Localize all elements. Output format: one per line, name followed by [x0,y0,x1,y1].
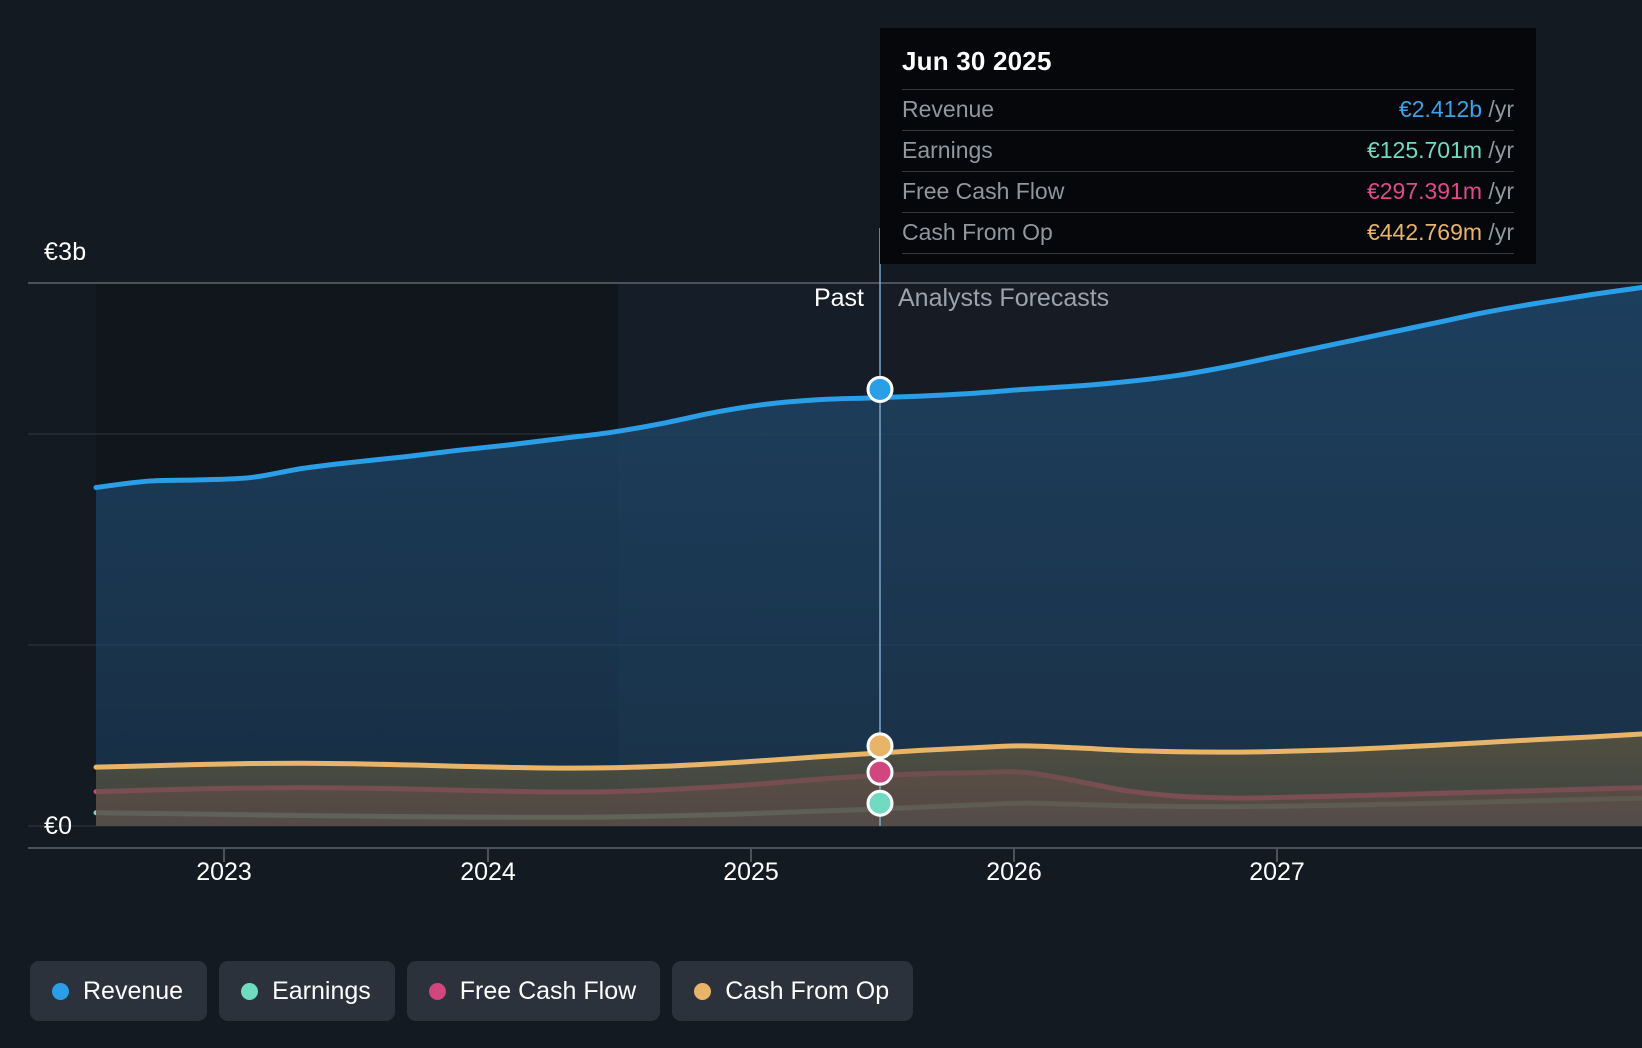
tooltip-metric-label: Cash From Op [902,219,1053,245]
tooltip-row: Earnings €125.701m /yr [902,130,1514,171]
legend-color-dot-icon [428,982,446,1000]
tooltip-row: Revenue €2.412b /yr [902,89,1514,130]
tooltip-bottom-divider [902,253,1514,254]
marker-cash-from-op [866,732,894,760]
past-label: Past [813,284,864,312]
legend-item-earnings[interactable]: Earnings [219,961,395,1021]
tooltip-metric-value-wrap: €2.412b /yr [1399,96,1514,123]
tooltip-metric-unit: /yr [1482,137,1514,163]
legend-item-cash-from-op[interactable]: Cash From Op [672,961,914,1021]
marker-earnings [866,789,894,817]
legend-color-dot-icon [241,982,259,1000]
legend-item-label: Free Cash Flow [459,976,637,1005]
hover-tooltip: Jun 30 2025 Revenue €2.412b /yr Earnings €1… [880,28,1536,264]
x-axis-label-2025: 2025 [723,858,779,886]
tooltip-metric-unit: /yr [1482,178,1514,204]
legend-color-dot-icon [694,982,712,1000]
legend-color-dot-icon [52,982,69,1000]
tooltip-metric-value-wrap: €297.391m /yr [1367,178,1514,205]
legend-item-label: Earnings [272,976,371,1005]
chart-svg [28,228,1642,862]
tooltip-date-title: Jun 30 2025 [902,46,1052,76]
tooltip-metric-value: €2.412b [1398,96,1483,122]
tooltip-metric-value: €297.391m [1366,178,1483,204]
chart-plot-area[interactable] [0,0,1642,910]
y-axis-label-zero: €0 [44,812,73,840]
tooltip-row: Free Cash Flow €297.391m /yr [902,171,1514,212]
tooltip-row: Cash From Op €442.769m /yr [902,212,1514,253]
tooltip-metric-unit: /yr [1482,219,1514,245]
tooltip-metric-value: €442.769m [1366,219,1483,245]
x-axis-label-2023: 2023 [196,858,252,886]
area-revenue [96,287,1642,826]
analysts-forecasts-label: Analysts Forecasts [898,284,1110,312]
tooltip-metric-label: Earnings [902,137,993,163]
tooltip-rows: Revenue €2.412b /yr Earnings €125.701m /yr F… [902,89,1514,254]
tooltip-metric-unit: /yr [1482,96,1514,122]
tooltip-metric-value: €125.701m [1366,137,1483,163]
legend-item-label: Revenue [83,976,184,1005]
legend-item-label: Cash From Op [725,976,890,1005]
y-axis-label-max: €3b [44,238,87,266]
legend-item-revenue[interactable]: Revenue [30,961,208,1021]
tooltip-metric-label: Revenue [902,96,995,122]
tooltip-metric-value-wrap: €442.769m /yr [1367,219,1514,246]
line-revenue [93,285,1642,491]
marker-revenue [866,375,894,403]
tooltip-metric-label: Free Cash Flow [902,178,1065,204]
area-cash-from-op [96,734,1642,826]
x-axis-label-2027: 2027 [1249,858,1305,886]
marker-free-cash-flow [866,758,894,786]
x-axis-label-2026: 2026 [986,858,1042,886]
legend-item-free-cash-flow[interactable]: Free Cash Flow [406,961,661,1021]
x-axis-label-2024: 2024 [460,858,516,886]
chart-legend[interactable]: Revenue Earnings Free Cash Flow Cash From O… [30,961,914,1021]
tooltip-metric-value-wrap: €125.701m /yr [1367,137,1514,164]
